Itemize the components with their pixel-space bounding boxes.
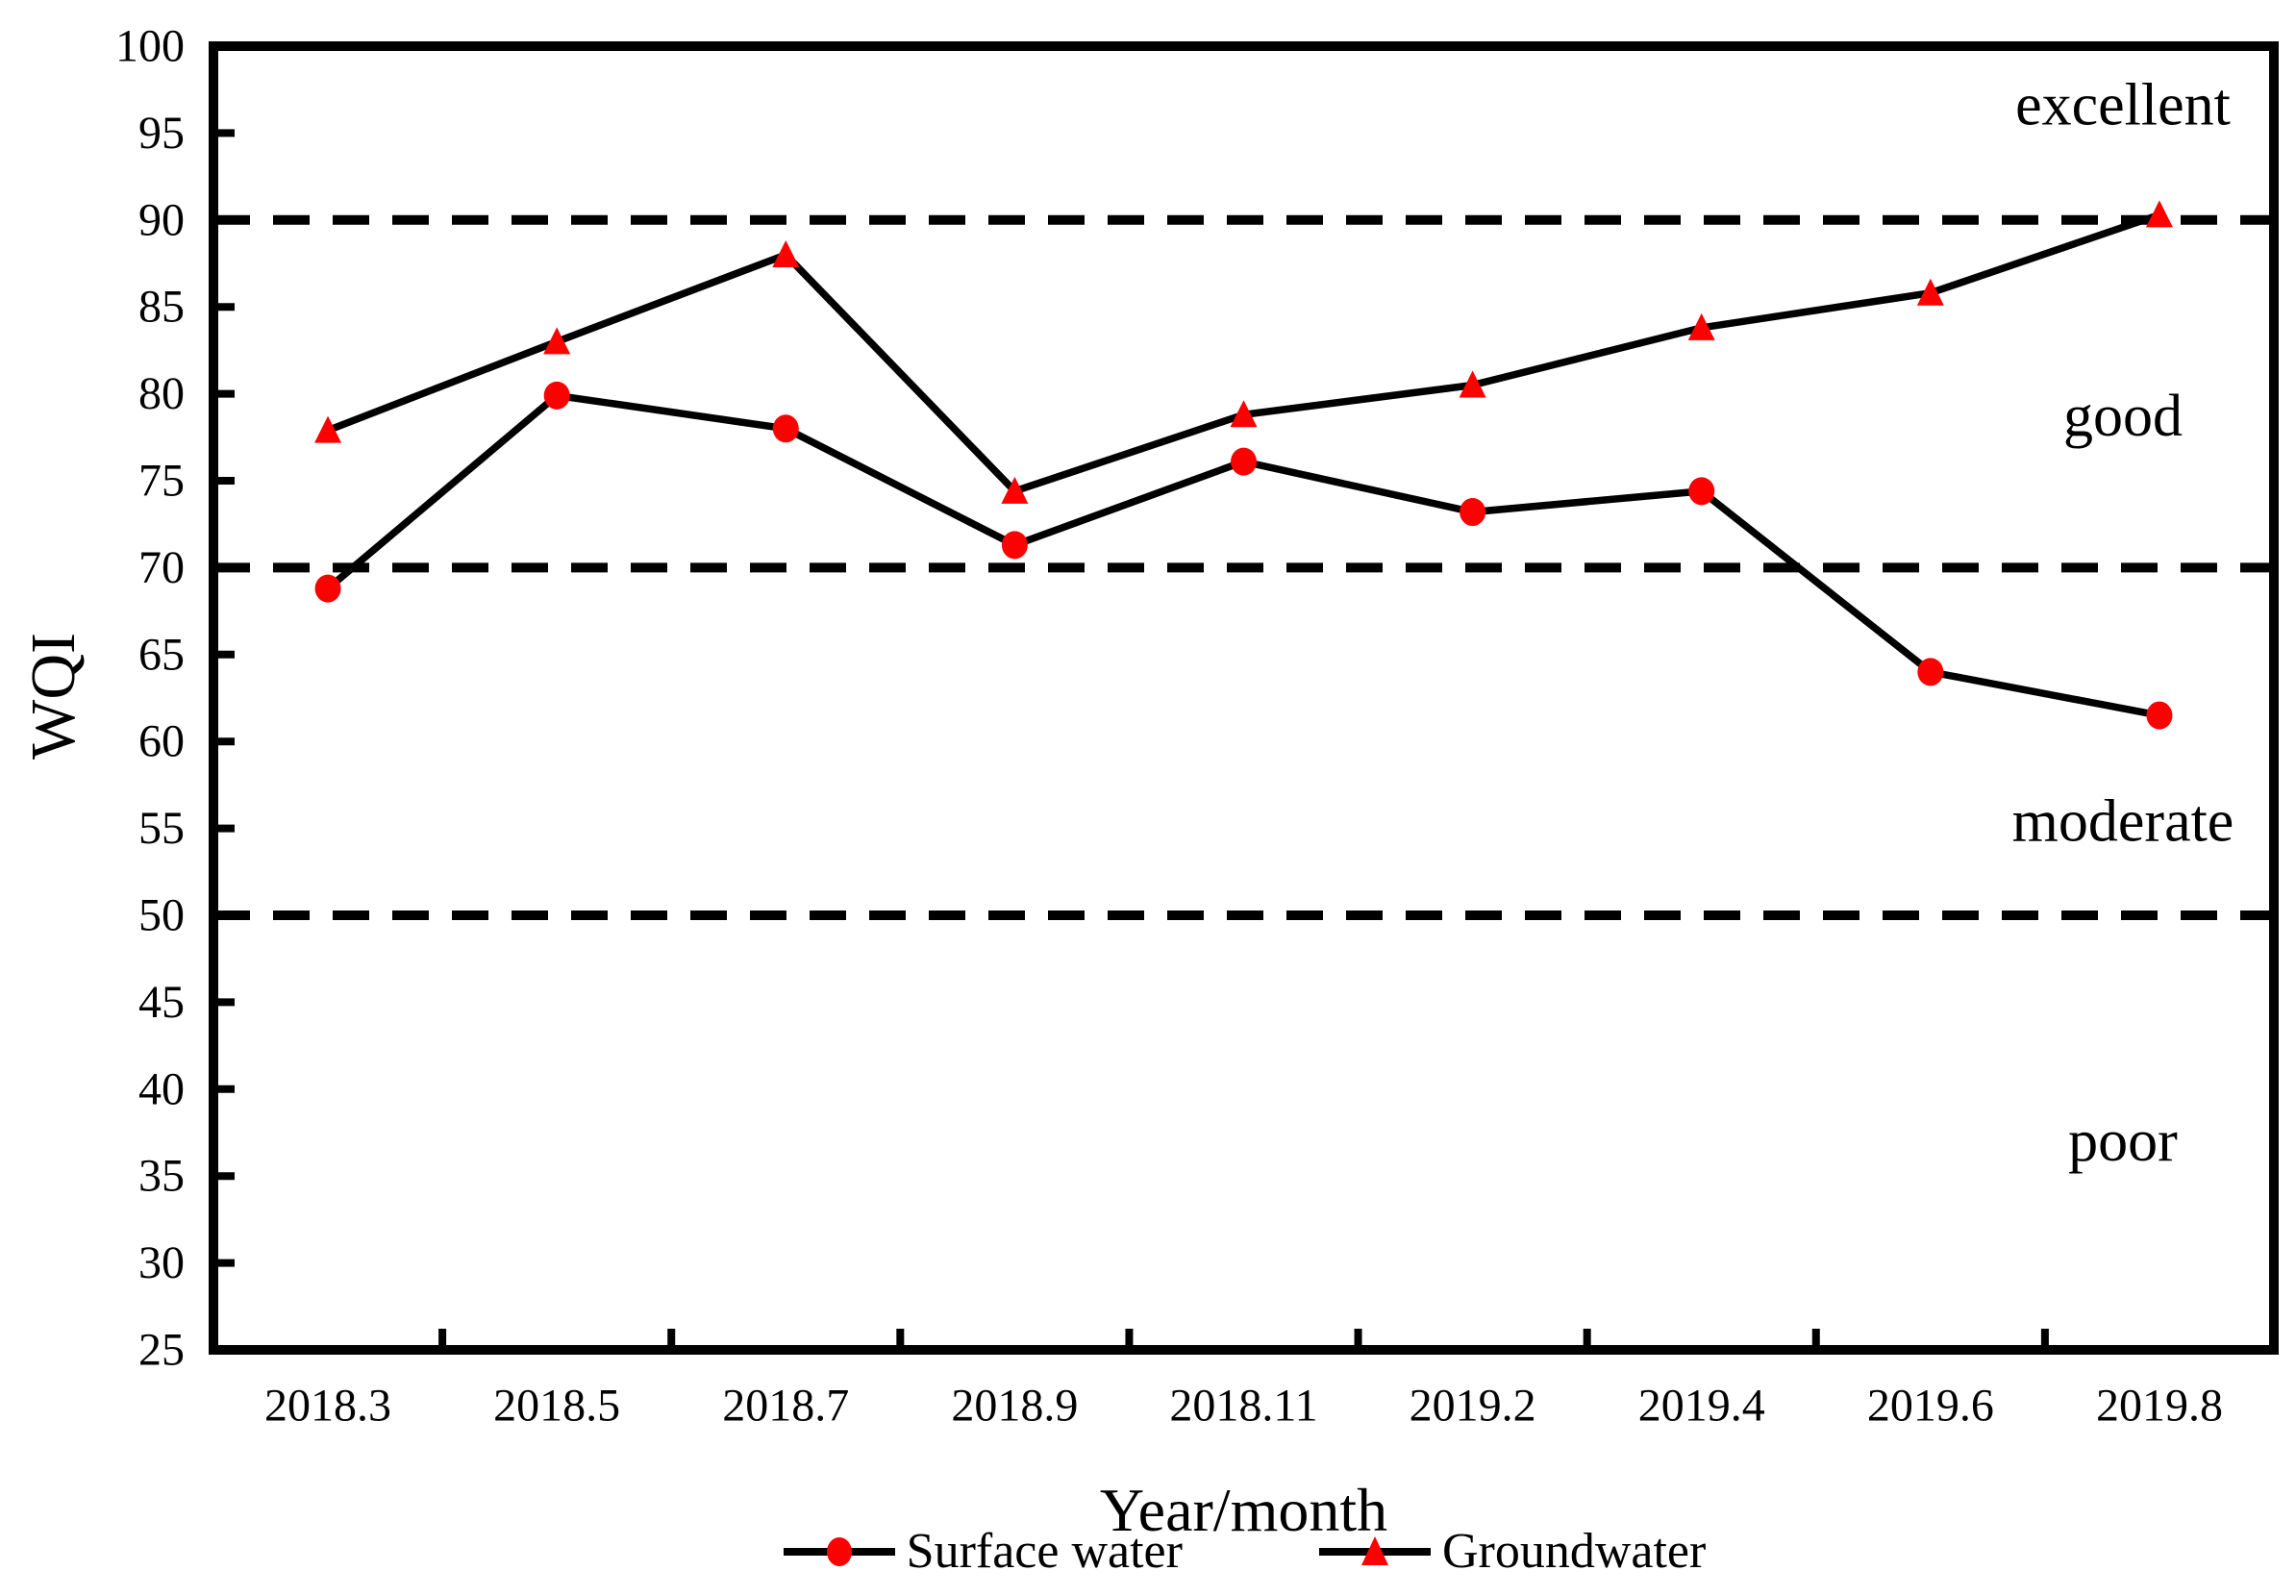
- data-point-triangle: [1001, 476, 1029, 504]
- x-axis-tick-label: 2018.5: [493, 1381, 620, 1432]
- x-axis-tick-label: 2019.6: [1867, 1381, 1994, 1432]
- x-axis-tick-label: 2018.3: [264, 1381, 391, 1432]
- y-axis-title: WQI: [18, 633, 88, 760]
- region-label-poor: poor: [2068, 1109, 2178, 1174]
- y-axis-tick-label: 70: [138, 542, 185, 593]
- x-axis-tick-label: 2018.11: [1169, 1381, 1317, 1432]
- series-line-circle: [325, 391, 2160, 719]
- y-axis-tick-label: 55: [138, 803, 185, 854]
- legend-entry: Groundwater: [1317, 1523, 1706, 1580]
- y-axis-tick-label: 50: [138, 890, 185, 941]
- y-axis-tick-label: 100: [115, 21, 185, 72]
- data-point-circle: [772, 414, 799, 443]
- y-axis-tick-label: 85: [138, 282, 185, 333]
- y-axis-tick-label: 30: [138, 1237, 185, 1288]
- x-axis-tick-label: 2018.9: [951, 1381, 1078, 1432]
- data-point-triangle: [1687, 312, 1715, 340]
- y-axis-tick-label: 65: [138, 629, 185, 680]
- data-point-triangle: [772, 239, 800, 267]
- y-axis-tick-label: 75: [138, 456, 185, 507]
- y-axis-tick-label: 35: [138, 1151, 185, 1202]
- data-point-circle: [2146, 701, 2173, 730]
- data-point-circle: [1231, 447, 1257, 476]
- data-point-triangle: [543, 327, 571, 355]
- x-axis-tick-label: 2019.4: [1638, 1381, 1765, 1432]
- data-point-triangle: [1916, 278, 1944, 306]
- data-point-circle: [1688, 477, 1715, 506]
- x-axis-tick-label: 2019.2: [1410, 1381, 1536, 1432]
- data-point-triangle: [1230, 400, 1258, 428]
- legend-label: Groundwater: [1441, 1524, 1707, 1579]
- legend-triangle-marker-icon: [1318, 1535, 1431, 1565]
- data-point-circle: [1460, 498, 1486, 527]
- legend-entry: Surface water: [782, 1523, 1183, 1580]
- data-point-circle: [1917, 658, 1944, 686]
- region-label-good: good: [2063, 384, 2183, 449]
- data-point-circle: [543, 381, 570, 410]
- legend: Surface water Groundwater: [213, 1523, 2274, 1580]
- x-axis-tick-label: 2019.8: [2096, 1381, 2223, 1432]
- y-axis-tick-label: 45: [138, 977, 185, 1028]
- y-axis-tick-label: 25: [138, 1325, 185, 1376]
- y-axis-tick-label: 90: [138, 194, 185, 245]
- region-label-moderate: moderate: [2012, 788, 2234, 854]
- legend-circle-marker-icon: [783, 1536, 895, 1566]
- data-point-circle: [1001, 531, 1028, 560]
- x-axis-title: Year/month: [1099, 1476, 1388, 1544]
- region-label-excellent: excellent: [2015, 72, 2231, 137]
- y-axis-tick-label: 80: [138, 368, 185, 419]
- data-point-triangle: [1459, 370, 1486, 398]
- y-axis-tick-label: 60: [138, 716, 185, 767]
- x-axis-tick-label: 2018.7: [722, 1381, 849, 1432]
- legend-label: Surface water: [906, 1524, 1183, 1579]
- data-point-circle: [314, 574, 341, 603]
- y-axis-tick-label: 95: [138, 108, 185, 159]
- data-point-triangle: [2145, 200, 2173, 228]
- data-point-triangle: [314, 415, 342, 443]
- y-axis-tick-label: 40: [138, 1063, 185, 1114]
- plot-frame: [209, 41, 2279, 1355]
